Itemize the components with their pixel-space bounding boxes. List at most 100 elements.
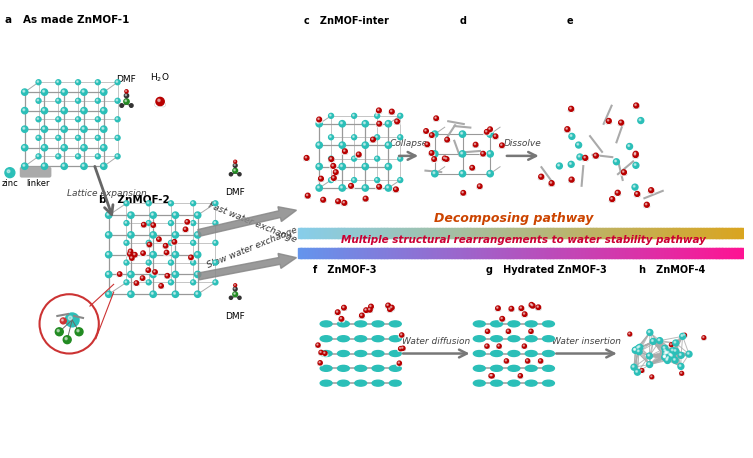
Circle shape [539,174,544,179]
Bar [304,228,306,238]
Circle shape [319,345,321,348]
Bar [733,228,735,238]
Circle shape [523,313,525,314]
Bar [377,228,379,238]
Bar [669,248,671,258]
Circle shape [518,374,523,378]
Circle shape [663,351,669,357]
Ellipse shape [372,380,384,386]
Bar [607,248,609,258]
Bar [498,228,501,238]
Bar [352,228,354,238]
Circle shape [506,329,511,333]
Bar [586,248,588,258]
Bar [396,228,398,238]
Circle shape [396,120,397,121]
Circle shape [81,163,87,169]
Circle shape [41,89,47,95]
Circle shape [128,252,132,256]
Bar [715,228,717,238]
Circle shape [322,198,323,200]
Circle shape [125,241,127,243]
Bar [718,248,720,258]
Bar [457,228,459,238]
Bar [475,248,477,258]
Circle shape [214,222,215,223]
Circle shape [164,245,166,246]
Bar [319,248,322,258]
Bar [407,248,409,258]
Bar [318,248,320,258]
Bar [657,248,660,258]
Circle shape [489,152,490,154]
Circle shape [445,137,450,142]
Circle shape [621,170,626,174]
Circle shape [233,164,237,167]
Bar [445,228,447,238]
Circle shape [140,276,145,280]
Circle shape [194,291,201,297]
Circle shape [318,179,321,182]
Bar [553,248,556,258]
Bar [550,228,553,238]
Circle shape [140,254,143,256]
Circle shape [634,154,636,155]
Bar [613,248,614,258]
Circle shape [577,143,578,145]
Circle shape [75,98,81,103]
Bar [633,228,636,238]
Circle shape [96,99,98,101]
Circle shape [666,352,667,354]
Circle shape [141,225,143,228]
Circle shape [96,155,98,156]
Bar [663,228,665,238]
Bar [330,248,331,258]
Bar [721,248,723,258]
Bar [604,248,606,258]
Circle shape [400,333,404,337]
Circle shape [352,136,354,137]
Circle shape [669,343,673,347]
Bar [638,228,640,238]
Bar [730,228,732,238]
Bar [379,248,380,258]
Ellipse shape [491,336,502,342]
Circle shape [391,110,392,112]
Circle shape [37,118,38,119]
Bar [401,228,403,238]
Circle shape [386,303,390,308]
Circle shape [161,102,166,107]
Bar [483,228,486,238]
Text: DMF: DMF [117,75,136,84]
Bar [559,228,562,238]
Ellipse shape [491,350,502,356]
Bar [422,228,424,238]
Circle shape [36,136,41,140]
Circle shape [633,153,638,158]
Bar [552,228,554,238]
Circle shape [507,361,509,364]
Bar [558,248,560,258]
Circle shape [637,347,639,348]
Circle shape [96,154,100,159]
Circle shape [477,186,480,189]
Circle shape [118,273,120,274]
Circle shape [331,178,334,181]
Circle shape [666,356,670,360]
Circle shape [234,169,235,171]
Bar [601,248,603,258]
Bar [355,248,357,258]
Circle shape [304,156,309,160]
Bar [592,228,594,238]
Bar [653,248,655,258]
Ellipse shape [543,380,554,386]
Circle shape [663,354,669,360]
Bar [511,228,513,238]
Bar [306,228,308,238]
Circle shape [613,200,615,202]
Bar [558,228,560,238]
Circle shape [128,249,133,254]
Circle shape [686,351,692,357]
Circle shape [506,332,508,334]
Circle shape [151,253,153,255]
